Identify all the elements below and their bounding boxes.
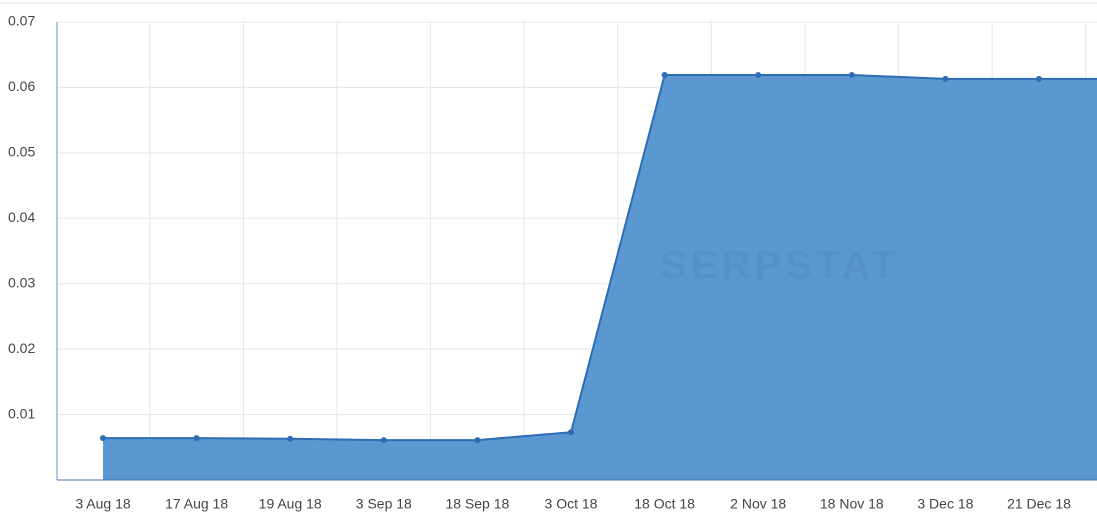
x-tick-label: 3 Dec 18 xyxy=(917,496,973,512)
point xyxy=(568,429,574,436)
watermark: SERPSTAT xyxy=(660,244,899,288)
x-tick-label: 21 Dec 18 xyxy=(1007,496,1071,512)
x-tick-label: 2 Nov 18 xyxy=(730,496,786,512)
y-tick-label: 0.07 xyxy=(8,13,35,29)
x-tick-label: 17 Aug 18 xyxy=(165,496,228,512)
y-tick-label: 0.02 xyxy=(8,340,35,356)
point xyxy=(755,71,762,78)
x-tick-label: 19 Aug 18 xyxy=(259,496,322,512)
y-tick-label: 0.04 xyxy=(8,209,35,225)
point xyxy=(942,75,949,82)
point xyxy=(848,71,855,78)
y-tick-label: 0.05 xyxy=(8,144,35,160)
point xyxy=(287,435,294,442)
x-tick-label: 3 Oct 18 xyxy=(545,496,598,512)
y-tick-label: 0.01 xyxy=(8,405,35,421)
point xyxy=(661,71,668,78)
y-tick-label: 0.03 xyxy=(8,274,35,290)
area xyxy=(103,74,1097,480)
point xyxy=(474,437,481,444)
point xyxy=(193,435,200,442)
x-tick-label: 18 Sep 18 xyxy=(445,496,509,512)
point xyxy=(100,435,106,442)
line xyxy=(103,73,1097,442)
y-tick-label: 0.06 xyxy=(8,78,35,94)
x-tick-label: 18 Oct 18 xyxy=(634,496,695,512)
point xyxy=(380,437,387,444)
point xyxy=(1036,75,1042,82)
x-tick-label: 3 Sep 18 xyxy=(356,496,412,512)
x-tick-label: 3 Aug 18 xyxy=(75,496,130,512)
x-tick-label: 18 Nov 18 xyxy=(820,496,884,512)
